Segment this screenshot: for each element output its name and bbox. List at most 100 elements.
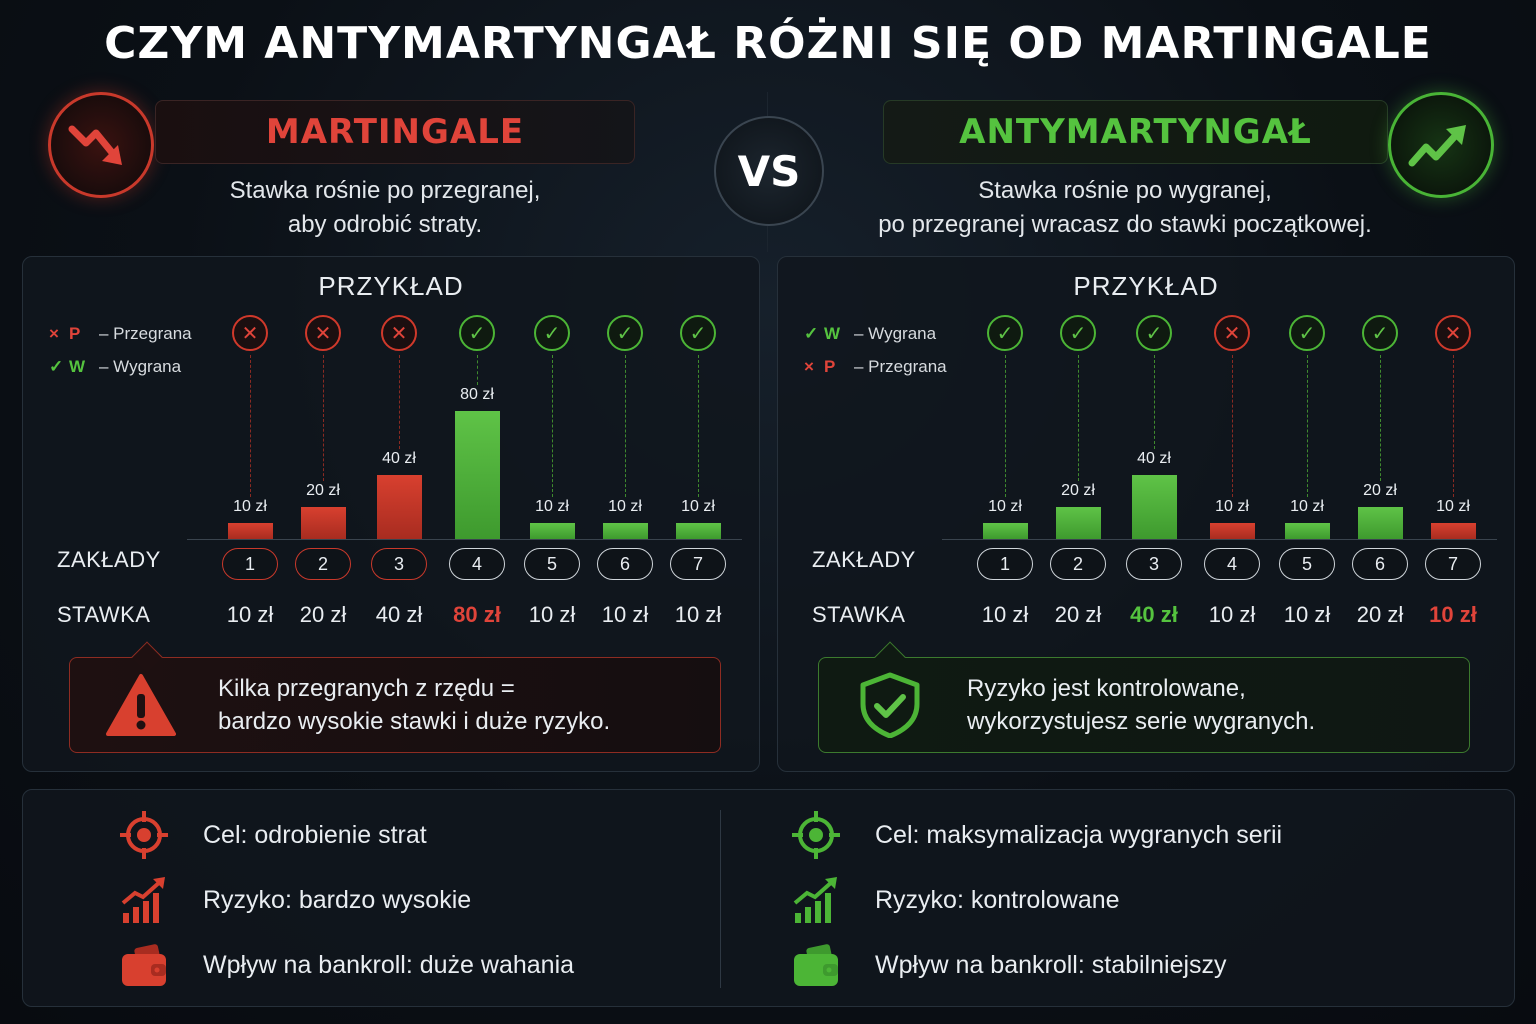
feature-text: Ryzyko: kontrolowane (875, 885, 1120, 914)
result-connector (698, 355, 699, 497)
bar-value-label: 10 zł (1290, 498, 1324, 515)
feature-goal-right: Cel: maksymalizacja wygranych serii (791, 810, 1282, 860)
legend-text: – Wygrana (99, 356, 182, 376)
result-connector (1154, 355, 1155, 449)
bar-chart-up-icon (119, 875, 169, 925)
bar (377, 475, 422, 539)
note-line: Ryzyko jest kontrolowane, (967, 675, 1246, 702)
result-connector (552, 355, 553, 497)
cross-icon: × (49, 323, 59, 343)
bar (603, 523, 648, 539)
bet-number-pill: 5 (524, 548, 580, 580)
martingale-bar-chart: ✕ 10 zł 1 10 zł ✕ 20 zł 2 20 zł ✕ 40 zł 3 40 zł ✓ 80 … (23, 257, 761, 773)
cross-icon: ✕ (305, 315, 341, 351)
stake-value: 10 zł (981, 602, 1029, 627)
desc-line: Stawka rośnie po wygranej, (978, 177, 1272, 204)
bar-value-label: 80 zł (460, 386, 494, 403)
wallet-icon (119, 940, 169, 990)
result-connector (323, 355, 324, 481)
bar (1285, 523, 1330, 539)
warning-icon (106, 672, 176, 738)
bar-chart-up-icon (791, 875, 841, 925)
bar (455, 411, 500, 539)
antimartingale-description: Stawka rośnie po wygranej, po przegranej… (850, 174, 1400, 242)
desc-line: Stawka rośnie po przegranej, (229, 177, 541, 204)
desc-line: po przegranej wracasz do stawki początko… (878, 211, 1372, 238)
stake-value: 10 zł (528, 602, 576, 627)
page-title: CZYM ANTYMARTYNGAŁ RÓŻNI SIĘ OD MARTINGA… (104, 18, 1432, 69)
check-icon: ✓ (49, 356, 64, 376)
result-connector (1232, 355, 1233, 497)
bar-value-label: 20 zł (1363, 482, 1397, 499)
antimartingale-example-panel: PRZYKŁAD ✓ W – Wygrana × P – Przegrana ✓… (777, 256, 1515, 772)
bar (1132, 475, 1177, 539)
trend-up-icon (1388, 92, 1494, 198)
bet-number-pill: 2 (1050, 548, 1106, 580)
legend-item-loss: × P – Przegrana (804, 350, 947, 383)
check-icon: ✓ (987, 315, 1023, 351)
example-title: PRZYKŁAD (318, 271, 464, 301)
row-label-bets: ZAKŁADY (812, 547, 916, 572)
check-icon: ✓ (534, 315, 570, 351)
bet-number-pill: 3 (371, 548, 427, 580)
stake-value: 20 zł (1356, 602, 1404, 627)
bar (530, 523, 575, 539)
check-icon: ✓ (804, 323, 819, 343)
bar (676, 523, 721, 539)
feature-text: Wpływ na bankroll: stabilniejszy (875, 950, 1227, 979)
antimartingale-name: ANTYMARTYNGAŁ (883, 100, 1388, 164)
check-icon: ✓ (680, 315, 716, 351)
bar-value-label: 20 zł (306, 482, 340, 499)
control-note: Ryzyko jest kontrolowane, wykorzystujesz… (818, 641, 1470, 753)
desc-line: aby odrobić straty. (287, 211, 483, 238)
legend-code: W (69, 356, 86, 376)
target-icon (791, 810, 841, 860)
feature-risk-right: Ryzyko: kontrolowane (791, 875, 1120, 925)
stake-value: 10 zł (1429, 602, 1477, 627)
result-connector (1453, 355, 1454, 497)
target-icon (119, 810, 169, 860)
bar-value-label: 20 zł (1061, 482, 1095, 499)
cross-icon: ✕ (381, 315, 417, 351)
stake-value: 10 zł (601, 602, 649, 627)
bet-number-pill: 4 (1204, 548, 1260, 580)
stake-value: 40 zł (375, 602, 423, 627)
example-title: PRZYKŁAD (1073, 271, 1219, 301)
trend-down-icon (48, 92, 154, 198)
summary-panel: Cel: odrobienie strat Ryzyko: bardzo wys… (22, 789, 1515, 1007)
antimartingale-bar-chart: ✓ 10 zł 1 10 zł ✓ 20 zł 2 20 zł ✓ 40 zł 3 40 zł ✕ 10 … (778, 257, 1516, 773)
bar-value-label: 10 zł (1215, 498, 1249, 515)
note-line: wykorzystujesz serie wygranych. (967, 708, 1316, 735)
legend-text: – Wygrana (854, 323, 937, 343)
stake-value: 20 zł (1054, 602, 1102, 627)
stake-value: 40 zł (1130, 602, 1178, 627)
bet-number-pill: 1 (222, 548, 278, 580)
check-icon: ✓ (1136, 315, 1172, 351)
bet-number-pill: 4 (449, 548, 505, 580)
chart-baseline (187, 539, 742, 540)
bet-number-pill: 7 (670, 548, 726, 580)
note-text: Ryzyko jest kontrolowane, wykorzystujesz… (967, 672, 1315, 738)
bar (1210, 523, 1255, 539)
row-label-stake: STAWKA (812, 602, 906, 627)
wallet-icon (791, 940, 841, 990)
legend-text: – Przegrana (854, 356, 947, 376)
result-connector (625, 355, 626, 497)
bar-value-label: 10 zł (608, 498, 642, 515)
feature-text: Cel: odrobienie strat (203, 820, 427, 849)
check-icon: ✓ (607, 315, 643, 351)
legend-code: W (824, 323, 841, 343)
result-connector (250, 355, 251, 497)
row-label-bets: ZAKŁADY (57, 547, 161, 572)
stake-value: 10 zł (674, 602, 722, 627)
cross-icon: ✕ (232, 315, 268, 351)
bar-value-label: 10 zł (681, 498, 715, 515)
stake-value: 10 zł (1208, 602, 1256, 627)
result-connector (1307, 355, 1308, 497)
bet-number-pill: 6 (1352, 548, 1408, 580)
stake-value: 10 zł (1283, 602, 1331, 627)
stake-value: 10 zł (226, 602, 274, 627)
result-connector (399, 355, 400, 449)
bar-value-label: 40 zł (1137, 450, 1171, 467)
bet-number-pill: 2 (295, 548, 351, 580)
